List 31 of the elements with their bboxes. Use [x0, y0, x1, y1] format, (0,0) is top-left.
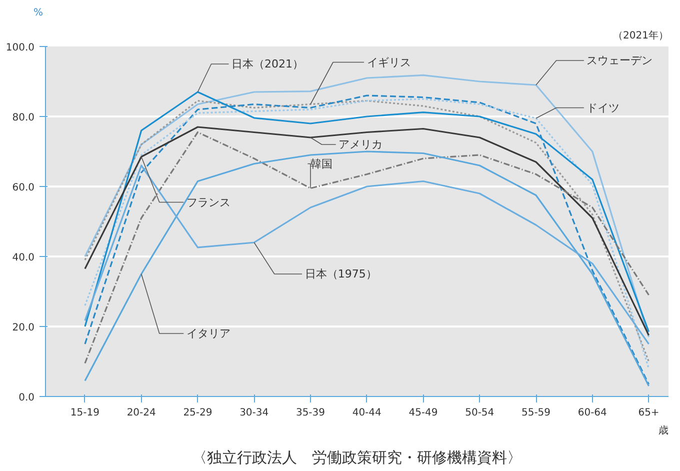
- y-tick-label: 20.0: [12, 322, 34, 334]
- y-tick-label: 100.0: [6, 42, 35, 54]
- x-tick-label: 20-24: [126, 408, 156, 418]
- x-tick-label: 30-34: [240, 408, 269, 418]
- x-tick-label: 50-54: [465, 408, 494, 418]
- annotation: スウェーデン: [586, 54, 653, 67]
- annotation: フランス: [186, 196, 230, 209]
- chart-subtitle: （2021年）: [613, 30, 669, 42]
- x-tick-label: 40-44: [352, 408, 382, 418]
- annotation: ドイツ: [586, 101, 620, 114]
- y-tick-label: 40.0: [12, 252, 34, 264]
- line-series: [84, 150, 650, 387]
- y-axis-title: %: [34, 8, 44, 18]
- annotation: イタリア: [186, 327, 230, 340]
- annotation: イギリス: [366, 56, 411, 69]
- annotation: 韓国: [310, 157, 332, 170]
- y-tick-label: 60.0: [12, 182, 34, 194]
- annotation: 日本（2021）: [232, 58, 304, 70]
- x-tick-label: 15-19: [70, 408, 100, 418]
- text: 〈独立行政法人 労働政策研究・研修機構資料〉: [192, 448, 522, 466]
- x-axis-title: 歳: [658, 424, 668, 436]
- annotation: アメリカ: [338, 138, 383, 151]
- x-tick-label: 35-39: [296, 408, 326, 418]
- x-tick-label: 65+: [638, 408, 660, 418]
- x-tick-label: 55-59: [521, 408, 551, 418]
- x-tick-label: 45-49: [408, 408, 438, 418]
- annotation: 日本（1975）: [304, 268, 377, 280]
- y-tick-label: 0.0: [18, 392, 35, 404]
- y-tick-label: 80.0: [12, 112, 34, 124]
- x-tick-label: 60-64: [578, 408, 607, 418]
- x-tick-label: 25-29: [183, 408, 212, 418]
